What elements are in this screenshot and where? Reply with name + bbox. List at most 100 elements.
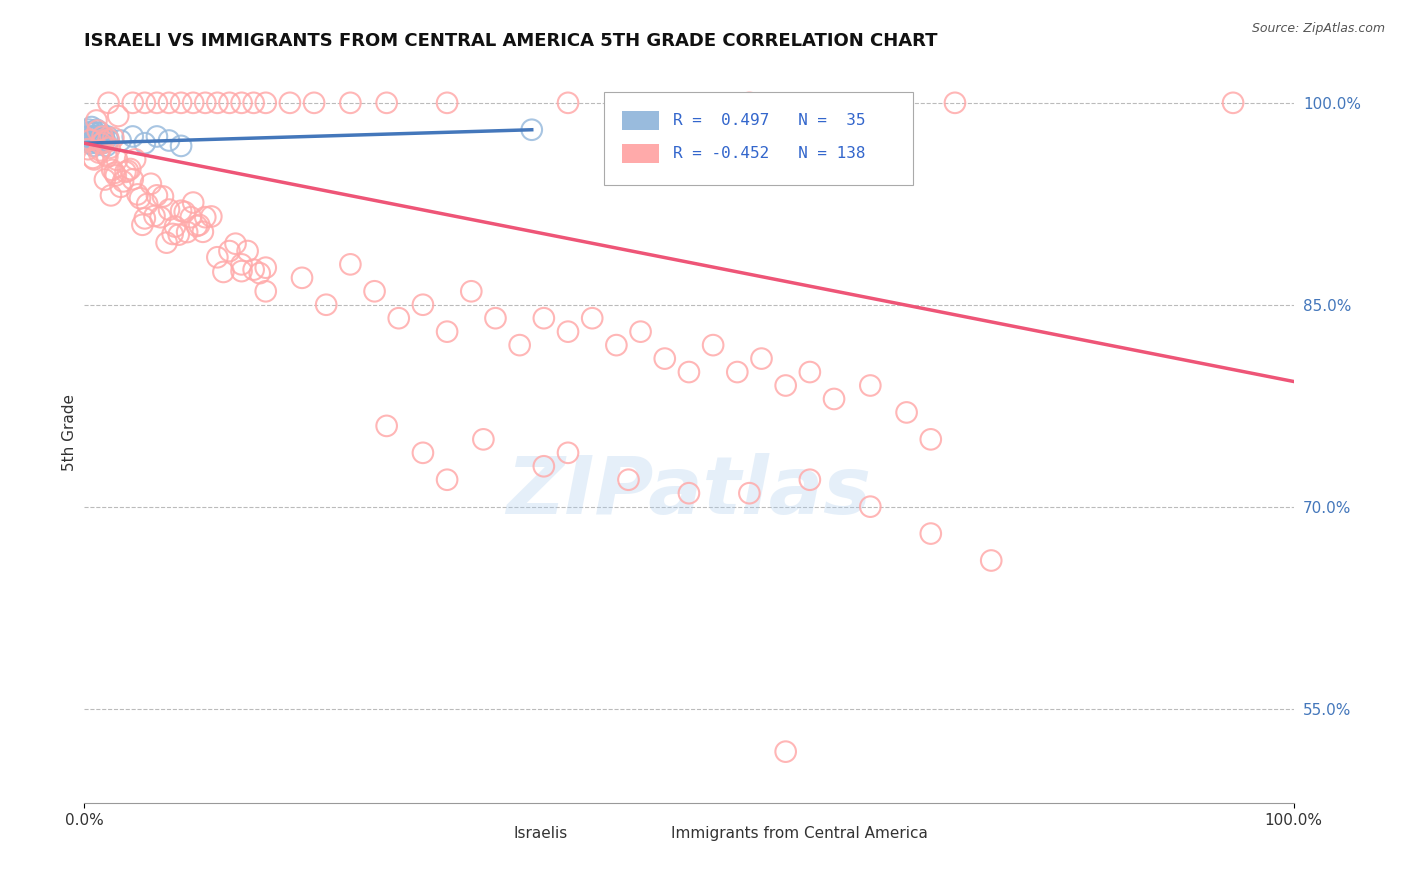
Point	[249, 266, 271, 280]
Point	[896, 405, 918, 419]
Point	[412, 446, 434, 460]
Point	[87, 134, 110, 148]
Point	[143, 209, 166, 223]
Point	[242, 262, 264, 277]
Point	[212, 265, 235, 279]
Point	[86, 129, 108, 144]
Point	[581, 311, 603, 326]
FancyBboxPatch shape	[478, 822, 503, 844]
Point	[980, 553, 1002, 567]
Point	[134, 95, 156, 110]
Point	[339, 257, 361, 271]
Point	[129, 191, 152, 205]
Point	[82, 134, 104, 148]
Point	[82, 151, 104, 165]
Point	[218, 95, 240, 110]
Point	[134, 211, 156, 226]
FancyBboxPatch shape	[623, 111, 659, 130]
Point	[94, 172, 117, 186]
FancyBboxPatch shape	[605, 92, 912, 185]
Point	[149, 211, 172, 225]
Point	[231, 95, 253, 110]
Point	[80, 129, 103, 144]
Point	[139, 177, 162, 191]
Point	[725, 365, 748, 379]
FancyBboxPatch shape	[634, 822, 661, 844]
Point	[181, 95, 204, 110]
Point	[155, 235, 177, 250]
Point	[146, 129, 169, 144]
Text: ISRAELI VS IMMIGRANTS FROM CENTRAL AMERICA 5TH GRADE CORRELATION CHART: ISRAELI VS IMMIGRANTS FROM CENTRAL AMERI…	[84, 32, 938, 50]
Point	[702, 338, 724, 352]
Point	[191, 225, 214, 239]
Point	[104, 169, 127, 183]
Point	[775, 378, 797, 392]
Point	[436, 95, 458, 110]
Y-axis label: 5th Grade: 5th Grade	[62, 394, 77, 471]
Point	[121, 172, 143, 186]
Point	[86, 123, 108, 137]
Point	[436, 325, 458, 339]
Point	[121, 95, 143, 110]
Text: Israelis: Israelis	[513, 826, 568, 841]
Point	[121, 129, 143, 144]
Point	[254, 260, 277, 275]
Point	[533, 459, 555, 474]
Point	[557, 446, 579, 460]
Point	[375, 95, 398, 110]
Point	[87, 145, 110, 160]
Point	[76, 125, 98, 139]
Text: ZIPatlas: ZIPatlas	[506, 453, 872, 531]
Point	[124, 153, 146, 167]
Point	[678, 365, 700, 379]
Point	[136, 197, 159, 211]
Point	[86, 113, 108, 128]
Point	[91, 129, 114, 144]
Point	[146, 95, 169, 110]
Point	[101, 163, 124, 178]
Point	[363, 285, 385, 299]
Point	[472, 433, 495, 447]
Point	[315, 298, 337, 312]
Point	[170, 203, 193, 218]
Point	[157, 95, 180, 110]
Point	[176, 225, 198, 239]
Text: Source: ZipAtlas.com: Source: ZipAtlas.com	[1251, 22, 1385, 36]
Point	[859, 500, 882, 514]
Point	[107, 109, 129, 123]
Point	[557, 325, 579, 339]
Point	[79, 136, 101, 151]
Point	[86, 129, 108, 144]
Point	[436, 473, 458, 487]
Point	[157, 202, 180, 217]
Point	[920, 526, 942, 541]
Text: R =  0.497   N =  35: R = 0.497 N = 35	[673, 112, 866, 128]
Point	[460, 285, 482, 299]
Point	[96, 129, 118, 144]
Point	[112, 174, 135, 188]
Point	[165, 219, 187, 234]
Point	[180, 211, 202, 225]
Point	[533, 311, 555, 326]
Point	[93, 129, 115, 144]
Point	[79, 133, 101, 147]
Point	[181, 195, 204, 210]
Point	[94, 148, 117, 162]
Point	[104, 166, 127, 180]
Point	[173, 205, 195, 219]
Point	[200, 210, 222, 224]
Point	[339, 95, 361, 110]
Point	[117, 163, 139, 178]
Point	[83, 139, 105, 153]
Point	[167, 227, 190, 242]
Point	[520, 122, 543, 136]
Point	[80, 120, 103, 134]
Point	[291, 270, 314, 285]
Point	[823, 120, 845, 134]
Point	[194, 95, 217, 110]
Point	[231, 264, 253, 278]
Point	[678, 486, 700, 500]
Point	[93, 134, 115, 148]
Point	[375, 418, 398, 433]
Point	[120, 161, 142, 176]
